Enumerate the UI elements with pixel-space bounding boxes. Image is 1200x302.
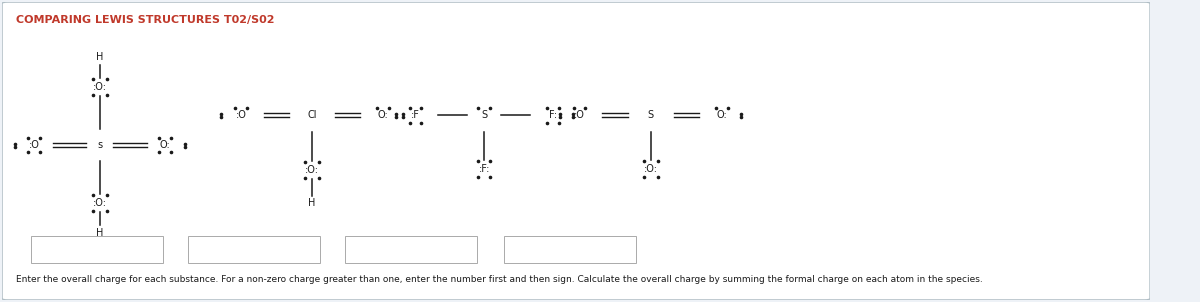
Text: Cl: Cl [307,110,317,120]
FancyBboxPatch shape [2,2,1150,300]
Text: :O:: :O: [92,82,107,92]
Text: s: s [97,140,102,150]
FancyBboxPatch shape [346,236,478,263]
Text: :O: :O [29,140,40,150]
Text: :O: :O [235,110,246,120]
FancyBboxPatch shape [504,236,636,263]
Text: O:: O: [378,110,389,120]
Text: :O:: :O: [643,164,658,174]
Text: H: H [96,52,103,62]
Text: O:: O: [160,140,170,150]
FancyBboxPatch shape [188,236,320,263]
Text: :O:: :O: [92,198,107,208]
Text: H: H [308,198,316,208]
Text: F:: F: [550,110,557,120]
Text: O:: O: [716,110,727,120]
Text: H: H [96,228,103,238]
Text: :F: :F [410,110,420,120]
Text: S: S [648,110,654,120]
Text: :O: :O [574,110,584,120]
Text: :F:: :F: [479,164,490,174]
Text: :O:: :O: [305,165,319,175]
Text: Enter the overall charge for each substance. For a non-zero charge greater than : Enter the overall charge for each substa… [16,275,983,284]
Text: COMPARING LEWIS STRUCTURES T02/S02: COMPARING LEWIS STRUCTURES T02/S02 [16,15,275,25]
FancyBboxPatch shape [31,236,163,263]
Text: S: S [481,110,487,120]
